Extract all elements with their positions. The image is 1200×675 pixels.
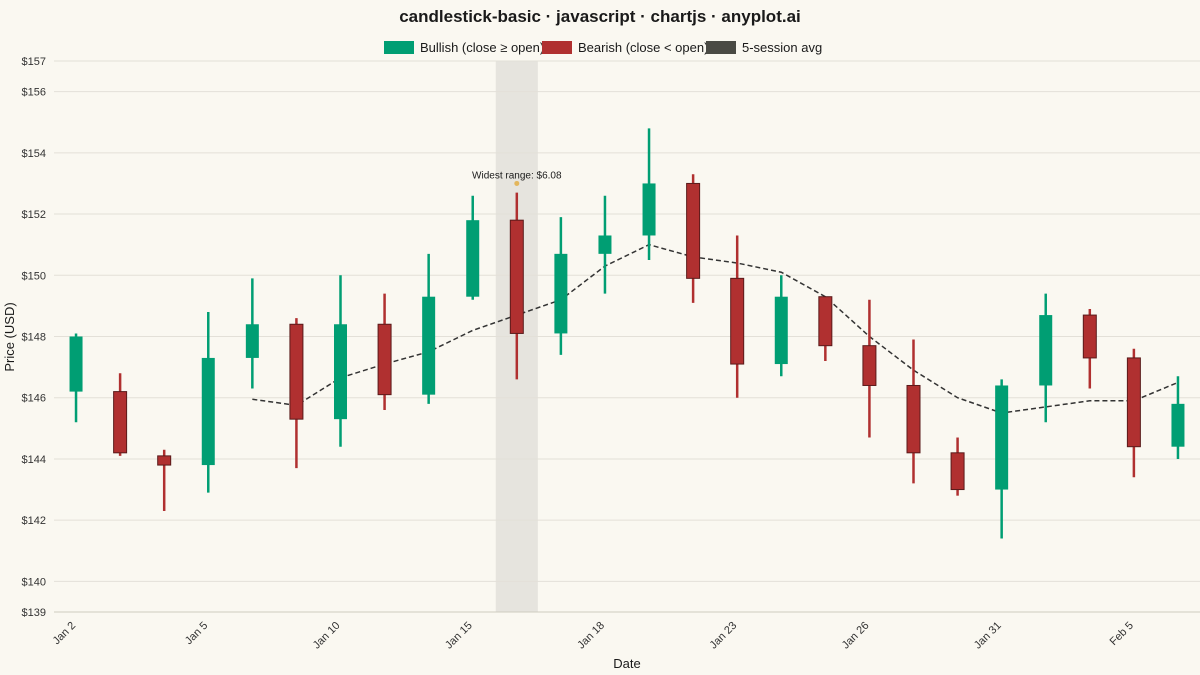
candle-bullish [245, 278, 259, 389]
candle-body [157, 455, 172, 466]
annotation-label: Widest range: $6.08 [472, 170, 562, 181]
y-tick-label: $150 [22, 270, 46, 282]
y-tick-label: $148 [22, 332, 46, 344]
x-tick-label: Feb 5 [1108, 620, 1136, 648]
candle-bearish [1126, 348, 1141, 478]
legend-swatch-bearish [542, 41, 572, 54]
candle-bearish [509, 192, 524, 380]
candle-bullish [1039, 293, 1053, 423]
x-tick-label: Jan 18 [575, 620, 607, 652]
candle-body [774, 296, 788, 365]
legend-item-bearish[interactable]: Bearish (close < open) [542, 40, 708, 55]
legend-swatch-bullish [384, 41, 414, 54]
candle-bearish [862, 299, 877, 438]
candle-bearish [686, 174, 701, 303]
y-tick-label: $156 [22, 87, 46, 99]
y-tick-label: $146 [22, 393, 46, 405]
candle-bullish [466, 195, 480, 300]
candle-bearish [1082, 308, 1097, 389]
candle-bullish [334, 275, 347, 447]
candle-bearish [818, 296, 833, 361]
candle-bullish [1171, 376, 1185, 459]
candle-body [642, 183, 656, 236]
candle-bullish [642, 128, 656, 260]
legend-label-bearish: Bearish (close < open) [578, 40, 708, 55]
moving-average-line [252, 243, 1179, 414]
candle-body [862, 345, 877, 386]
candle-body [113, 391, 128, 454]
x-axis-title: Date [613, 656, 640, 671]
legend-label-bullish: Bullish (close ≥ open) [420, 40, 544, 55]
candle-body [1171, 403, 1185, 447]
y-tick-label: $152 [22, 209, 46, 221]
x-tick-label: Jan 15 [443, 620, 475, 652]
candle-bearish [157, 449, 172, 511]
y-axis-title: Price (USD) [2, 302, 17, 371]
legend[interactable]: Bullish (close ≥ open) Bearish (close < … [384, 40, 822, 55]
candle-body [422, 296, 436, 395]
x-tick-label: Jan 31 [972, 620, 1004, 652]
legend-item-bullish[interactable]: Bullish (close ≥ open) [384, 40, 544, 55]
y-tick-label: $154 [22, 148, 46, 160]
candle-body [377, 323, 392, 396]
candle-body [995, 385, 1009, 490]
candle-body [289, 323, 304, 420]
candle-bearish [113, 373, 128, 456]
chart-title: candlestick-basic · javascript · chartjs… [399, 7, 801, 26]
x-tick-label: Jan 5 [183, 620, 211, 648]
candle-bearish [906, 339, 921, 484]
candle-bullish [422, 253, 436, 404]
candle-body [1039, 315, 1053, 386]
legend-swatch-average [706, 41, 736, 54]
candle-body [1126, 357, 1141, 448]
candle-body [950, 452, 965, 491]
y-tick-label: $144 [22, 454, 46, 466]
candle-body [1082, 314, 1097, 359]
candle-body [906, 384, 921, 454]
y-tick-label: $142 [22, 515, 46, 527]
annotation-marker [514, 180, 520, 186]
candle-bearish [730, 235, 745, 398]
candle-body [554, 253, 568, 334]
candle-body [69, 336, 83, 392]
candle-body [818, 296, 833, 347]
candle-body [201, 357, 215, 466]
candle-bullish [774, 275, 788, 377]
x-tick-label: Jan 26 [840, 620, 872, 652]
x-tick-label: Jan 10 [311, 620, 343, 652]
candle-bearish [289, 318, 304, 469]
candle-bearish [950, 437, 965, 496]
legend-item-average[interactable]: 5-session avg [706, 40, 822, 55]
candle-body [466, 220, 480, 297]
x-tick-label: Jan 2 [51, 620, 79, 648]
y-tick-label: $140 [22, 576, 46, 588]
candle-bullish [554, 217, 568, 355]
candle-bullish [995, 379, 1009, 539]
candle-bearish [377, 293, 392, 410]
candle-bullish [69, 333, 83, 423]
y-tick-label: $157 [22, 56, 46, 68]
candle-body [730, 277, 745, 365]
candle-body [686, 182, 701, 279]
plot-area: $139 $140 $142 $144 $146 $148 $150 $152 $154 $156… [22, 56, 1200, 651]
candle-body [598, 235, 612, 254]
legend-label-average: 5-session avg [742, 40, 822, 55]
y-tick-label: $139 [22, 607, 46, 619]
candle-bullish [201, 312, 215, 493]
candle-body [509, 219, 524, 334]
candle-bullish [598, 195, 612, 294]
x-tick-label: Jan 23 [707, 620, 739, 652]
candle-body [334, 324, 347, 420]
candle-body [245, 324, 259, 358]
